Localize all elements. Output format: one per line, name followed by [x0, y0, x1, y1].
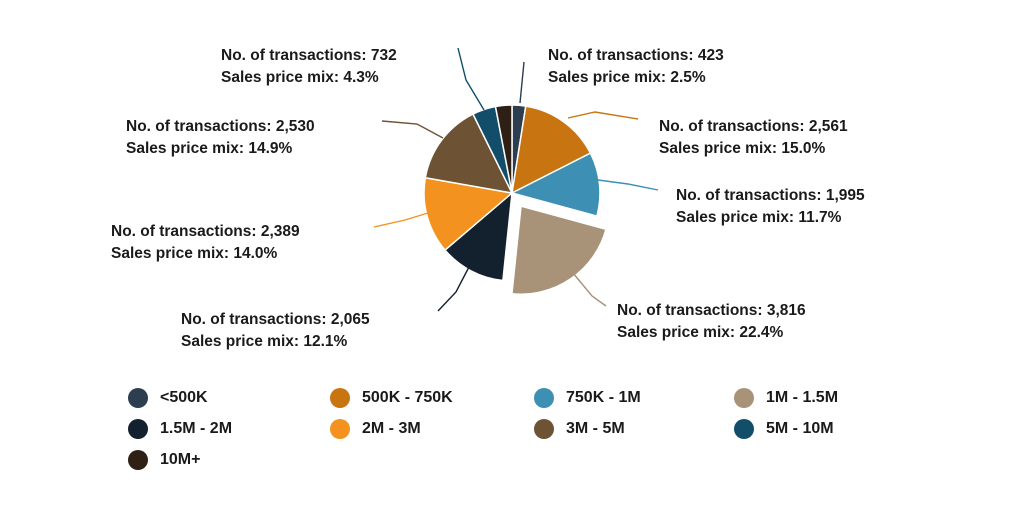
leader-line-1 — [567, 111, 639, 120]
legend-item: 5M - 10M — [734, 417, 834, 441]
leader-line-3 — [572, 272, 607, 307]
legend-swatch — [534, 388, 554, 408]
slice-label-share-1: Sales price mix: 15.0% — [659, 140, 826, 157]
legend-label: 2M - 3M — [362, 420, 421, 437]
pie-slice-6 — [424, 113, 514, 194]
legend-swatch — [128, 419, 148, 439]
legend-label: 1M - 1.5M — [766, 389, 839, 406]
slice-label-transactions-1: No. of transactions: 2,561 — [659, 118, 848, 135]
leader-line-5 — [373, 212, 429, 228]
slice-label-share-6: Sales price mix: 14.9% — [126, 140, 293, 157]
legend-item: 1M - 1.5M — [734, 386, 838, 410]
legend-swatch — [128, 388, 148, 408]
slice-label-transactions-7: No. of transactions: 732 — [221, 47, 397, 64]
legend-item: 500K - 750K — [330, 386, 453, 410]
slice-label-share-5: Sales price mix: 14.0% — [111, 245, 278, 262]
leader-line-0 — [519, 61, 525, 104]
legend-label: 3M - 5M — [566, 420, 625, 437]
pie-slice-8 — [494, 104, 513, 194]
pie-slice-1 — [511, 105, 592, 195]
slice-label-transactions-3: No. of transactions: 3,816 — [617, 302, 806, 319]
legend-label: 500K - 750K — [362, 389, 453, 406]
legend-item: 750K - 1M — [534, 386, 641, 410]
pie-slice-3 — [511, 205, 607, 295]
legend-label: 750K - 1M — [566, 389, 641, 406]
leader-lines — [373, 47, 659, 312]
legend-swatch — [734, 419, 754, 439]
slice-label-transactions-6: No. of transactions: 2,530 — [126, 118, 315, 135]
slice-labels: No. of transactions: 423 Sales price mix:… — [111, 47, 865, 350]
legend-item: 2M - 3M — [330, 417, 421, 441]
legend-swatch — [734, 388, 754, 408]
pie-slices — [423, 104, 607, 295]
pie-slice-5 — [423, 176, 514, 252]
legend-item: <500K — [128, 386, 208, 410]
slice-label-share-3: Sales price mix: 22.4% — [617, 324, 784, 341]
leader-line-2 — [597, 179, 659, 191]
legend-label: 10M+ — [160, 451, 201, 468]
legend-swatch — [128, 450, 148, 470]
legend-item: 10M+ — [128, 448, 200, 472]
slice-label-transactions-5: No. of transactions: 2,389 — [111, 223, 300, 240]
slice-label-transactions-4: No. of transactions: 2,065 — [181, 311, 370, 328]
slice-label-share-0: Sales price mix: 2.5% — [548, 69, 706, 86]
legend-swatch — [534, 419, 554, 439]
legend-label: 5M - 10M — [766, 420, 834, 437]
legend-item: 1.5M - 2M — [128, 417, 232, 441]
slice-label-transactions-2: No. of transactions: 1,995 — [676, 187, 865, 204]
leader-line-7 — [457, 47, 485, 111]
slice-label-transactions-0: No. of transactions: 423 — [548, 47, 724, 64]
pie-slice-4 — [443, 191, 513, 282]
legend-label: <500K — [160, 389, 208, 406]
slice-label-share-7: Sales price mix: 4.3% — [221, 69, 379, 86]
legend-item: 3M - 5M — [534, 417, 625, 441]
leader-line-6 — [381, 120, 444, 139]
slice-label-share-4: Sales price mix: 12.1% — [181, 333, 348, 350]
legend-swatch — [330, 388, 350, 408]
legend-label: 1.5M - 2M — [160, 420, 233, 437]
slice-label-share-2: Sales price mix: 11.7% — [676, 209, 842, 226]
pie-slice-2 — [509, 152, 601, 218]
leader-line-4 — [437, 264, 471, 312]
legend-swatch — [330, 419, 350, 439]
